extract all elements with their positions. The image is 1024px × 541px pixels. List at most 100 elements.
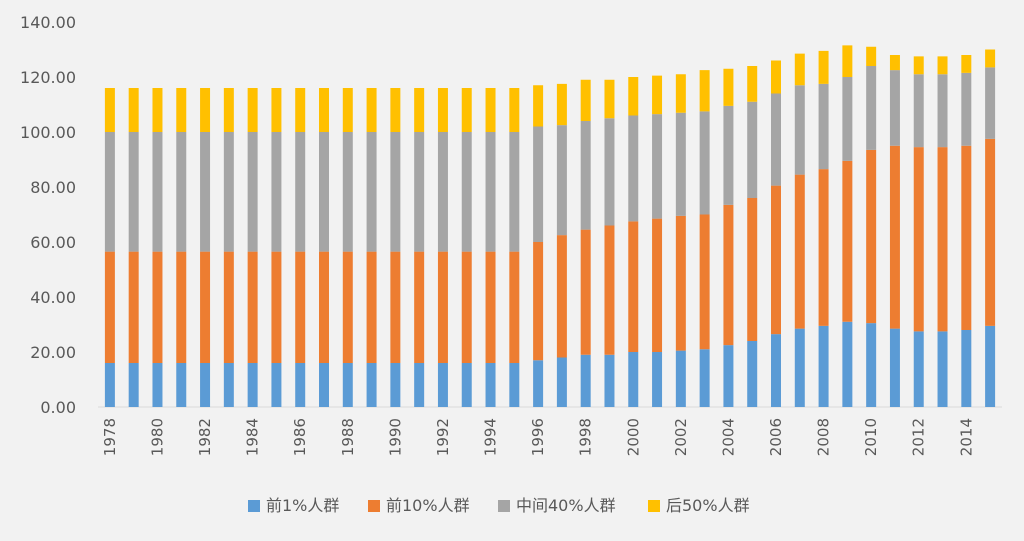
bar-stack-1983 xyxy=(223,88,234,407)
bar-segment-series-0 xyxy=(152,363,163,407)
x-tick-label: 1984 xyxy=(244,418,262,456)
bar-segment-series-0 xyxy=(319,363,329,407)
x-tick-label: 2012 xyxy=(910,418,928,456)
bar-segment-series-1 xyxy=(818,169,829,326)
bar-segment-series-1 xyxy=(223,251,234,363)
x-tick-label: 1978 xyxy=(101,418,119,456)
bar-segment-series-2 xyxy=(176,132,187,252)
bar-segment-series-2 xyxy=(200,132,211,252)
bar-segment-series-1 xyxy=(509,251,520,363)
bar-segment-series-1 xyxy=(794,174,805,329)
bar-segment-series-1 xyxy=(176,251,187,363)
x-tick-label: 1980 xyxy=(148,418,166,456)
bar-segment-series-1 xyxy=(247,251,258,363)
bar-segment-series-2 xyxy=(937,74,948,148)
bar-segment-series-1 xyxy=(580,229,591,355)
bar-segment-series-1 xyxy=(723,204,734,346)
bar-segment-series-3 xyxy=(889,55,900,71)
bar-segment-series-2 xyxy=(675,112,686,216)
bar-segment-series-1 xyxy=(128,251,139,363)
bar-segment-series-0 xyxy=(104,363,115,407)
y-tick-label: 80.00 xyxy=(30,178,76,197)
x-tick-label: 1996 xyxy=(529,418,547,456)
bar-segment-series-2 xyxy=(271,132,282,252)
bar-segment-series-0 xyxy=(461,363,472,407)
bar-segment-series-0 xyxy=(580,354,591,407)
bar-stack-2003 xyxy=(699,70,710,407)
bar-stack-1998 xyxy=(580,79,591,407)
bar-stack-2014 xyxy=(961,55,972,407)
bar-segment-series-0 xyxy=(842,321,853,407)
x-tick-label: 1986 xyxy=(291,418,309,456)
bar-segment-series-1 xyxy=(414,251,425,363)
bar-segment-series-2 xyxy=(652,114,663,219)
y-tick-label: 20.00 xyxy=(30,343,76,362)
bar-segment-series-0 xyxy=(485,363,496,407)
bar-segment-series-3 xyxy=(342,88,353,132)
bar-segment-series-2 xyxy=(128,132,139,252)
bar-segment-series-0 xyxy=(200,363,211,407)
bar-segment-series-2 xyxy=(247,132,258,252)
y-tick-label: 100.00 xyxy=(20,123,76,142)
legend-label: 中间40%人群 xyxy=(516,496,616,515)
bar-stack-1996 xyxy=(533,85,544,407)
bar-segment-series-0 xyxy=(604,354,615,407)
bar-segment-series-3 xyxy=(771,60,781,94)
x-tick-label: 2004 xyxy=(719,418,737,456)
bar-segment-series-2 xyxy=(485,132,496,252)
bar-segment-series-3 xyxy=(461,88,472,132)
y-tick-label: 140.00 xyxy=(20,13,76,32)
bar-segment-series-3 xyxy=(985,49,996,68)
bar-segment-series-1 xyxy=(533,242,544,361)
x-tick-label: 1994 xyxy=(482,418,500,456)
bar-segment-series-3 xyxy=(675,74,686,113)
bar-segment-series-2 xyxy=(628,115,639,222)
x-tick-label: 2014 xyxy=(957,418,975,456)
bar-stack-2008 xyxy=(818,50,829,407)
bar-segment-series-2 xyxy=(747,101,758,198)
bar-segment-series-0 xyxy=(414,363,425,407)
legend-swatch xyxy=(498,500,510,512)
bar-segment-series-0 xyxy=(176,363,187,407)
x-tick-label: 2002 xyxy=(672,418,690,456)
bar-segment-series-0 xyxy=(223,363,234,407)
bar-segment-series-3 xyxy=(913,56,924,75)
bar-stack-1979 xyxy=(128,88,139,407)
bar-segment-series-3 xyxy=(723,68,734,106)
bar-segment-series-1 xyxy=(152,251,163,363)
bar-segment-series-3 xyxy=(818,50,829,84)
legend-label: 后50%人群 xyxy=(666,496,750,515)
legend-swatch xyxy=(248,500,260,512)
bar-segment-series-2 xyxy=(556,125,567,236)
bar-segment-series-0 xyxy=(628,352,639,407)
bar-segment-series-1 xyxy=(437,251,448,363)
bar-stack-1992 xyxy=(437,88,448,407)
bar-segment-series-2 xyxy=(961,72,972,146)
bar-segment-series-2 xyxy=(295,132,306,252)
bar-stack-2005 xyxy=(747,66,758,407)
bar-segment-series-1 xyxy=(556,235,567,358)
bar-segment-series-0 xyxy=(509,363,520,407)
bar-stack-1981 xyxy=(176,88,187,407)
bar-segment-series-2 xyxy=(771,93,781,186)
bar-segment-series-1 xyxy=(675,215,686,351)
bar-segment-series-2 xyxy=(104,132,115,252)
bar-segment-series-0 xyxy=(390,363,401,407)
bar-segment-series-2 xyxy=(580,121,591,230)
bar-segment-series-3 xyxy=(176,88,187,132)
bar-segment-series-1 xyxy=(200,251,211,363)
x-tick-label: 1988 xyxy=(339,418,357,456)
bar-stack-1978 xyxy=(104,88,115,407)
bar-stack-1980 xyxy=(152,88,163,407)
bar-segment-series-2 xyxy=(913,74,924,148)
bar-segment-series-1 xyxy=(342,251,353,363)
bar-segment-series-1 xyxy=(771,185,781,335)
bar-segment-series-2 xyxy=(223,132,234,252)
y-tick-label: 0.00 xyxy=(40,398,76,417)
bar-segment-series-0 xyxy=(889,328,900,407)
bar-segment-series-0 xyxy=(699,349,710,407)
bar-stack-1987 xyxy=(319,88,329,407)
bar-stack-2012 xyxy=(913,56,924,407)
bar-segment-series-1 xyxy=(271,251,282,363)
